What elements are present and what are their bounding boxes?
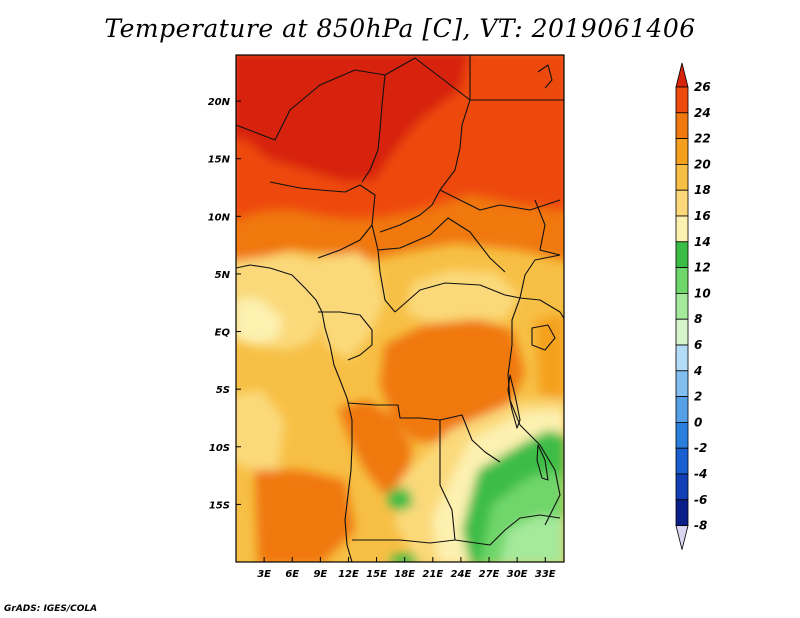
lon-tick-label: 6E [285,569,299,580]
colorbar-label: 12 [694,261,711,275]
lake-malawi [536,444,549,481]
colorbar-label: 14 [694,235,711,249]
temperature-field [236,55,564,562]
colorbar-label: 8 [694,312,702,326]
colorbar-label: 22 [694,132,711,146]
colorbar-label: -6 [694,493,707,507]
border-egypt-sudan [469,55,564,101]
colorbar-swatch [675,370,689,397]
colorbar-swatch [675,241,689,269]
colorbar-label: -4 [694,467,707,481]
field-22-angola [338,400,412,495]
colorbar-label: 2 [694,390,702,404]
lon-tick-label: 27E [479,569,500,580]
grads-credit: GrADS: IGES/COLA [4,604,98,614]
colorbar-label: 16 [694,209,711,223]
colorbar-swatch [675,292,689,320]
colorbar-swatch [675,421,689,449]
lon-tick-label: 24E [451,569,472,580]
colorbar-swatch [675,163,689,191]
lon-tick-label: 21E [422,569,443,580]
colorbar-swatch [675,112,689,140]
colorbar-label: -2 [694,441,707,455]
field-22-congo [380,320,525,444]
red-sea-coast [537,64,553,89]
lat-tick-label: 10N [208,212,231,223]
longitude-axis: 3E 6E 9E 12E 15E 18E 21E 24E 27E 30E 33E [257,557,556,580]
colorbar-swatch [675,318,689,346]
lake-tanganyika [507,374,521,429]
lake-victoria [531,324,556,351]
lat-tick-label: EQ [215,328,231,339]
border-car [377,217,506,273]
lon-tick-label: 33E [535,569,556,580]
field-14-coast [236,298,282,345]
lon-tick-label: 30E [507,569,528,580]
latitude-axis: 20N 15N 10N 5N EQ 5S 10S 15S [208,97,241,511]
border-drc-east [507,297,521,426]
lat-tick-label: 5S [216,385,230,396]
colorbar-swatch [675,473,689,501]
lon-tick-label: 15E [366,569,387,580]
country-borders [236,55,564,562]
border-sahara-1 [236,69,356,141]
map-title: Temperature at 850hPa [C], VT: 201906140… [104,14,696,43]
lon-tick-label: 9E [313,569,327,580]
lon-tick-label: 18E [394,569,415,580]
colorbar-swatch [675,267,689,294]
colorbar-label: 4 [693,364,702,378]
colorbar-label: -8 [694,519,707,533]
field-26 [236,55,469,182]
colorbar-swatch [675,86,689,114]
lat-tick-label: 15S [209,500,230,511]
border-sudan-ss [439,189,561,211]
colorbar-label: 24 [694,106,711,120]
colorbar-label: 26 [694,80,711,94]
border-cameroon [371,224,396,313]
coastline [236,264,353,562]
border-kenya-uganda [519,254,561,299]
lon-tick-label: 3E [257,569,271,580]
colorbar-label: 20 [694,157,711,171]
field-16-gabon [318,252,385,360]
field-16-eastafrica [405,270,520,322]
colorbar-label: 10 [694,286,711,300]
field-20-east [535,315,564,400]
border-niger-chad [384,57,471,206]
border-zambia-south [454,514,561,546]
border-gabon-congo [318,311,373,361]
colorbar-bottom-arrow [675,525,689,550]
border-drc-north [394,282,521,313]
colorbar-swatch [675,499,689,526]
lon-tick-label: 12E [338,569,359,580]
field-8 [500,515,564,562]
colorbar-swatch [675,344,689,372]
lat-tick-label: 10S [209,443,230,454]
colorbar-swatch [675,138,689,165]
border-tanzania [519,297,564,320]
colorbar-label: 18 [694,183,711,197]
lat-tick-label: 5N [215,270,231,281]
border-angola-drc [347,402,501,463]
border-chad-car [379,204,433,233]
colorbar-swatch [675,447,689,475]
border-mozambique [519,424,561,526]
colorbar-swatch [675,189,689,217]
border-nigeria [269,181,376,259]
field-16-west [236,390,285,470]
border-angola-zambia [352,420,456,544]
field-12-small [388,488,414,512]
lat-tick-label: 20N [208,97,231,108]
lat-tick-label: 15N [208,155,231,166]
field-22-south [255,470,355,562]
map-frame [235,54,565,563]
colorbar-label: 6 [694,338,702,352]
border-ethiopia [534,199,561,256]
colorbar-label: 0 [694,415,702,429]
colorbar-swatch [675,215,689,243]
colorbar-swatch [675,396,689,423]
colorbar-top-arrow [675,62,689,88]
